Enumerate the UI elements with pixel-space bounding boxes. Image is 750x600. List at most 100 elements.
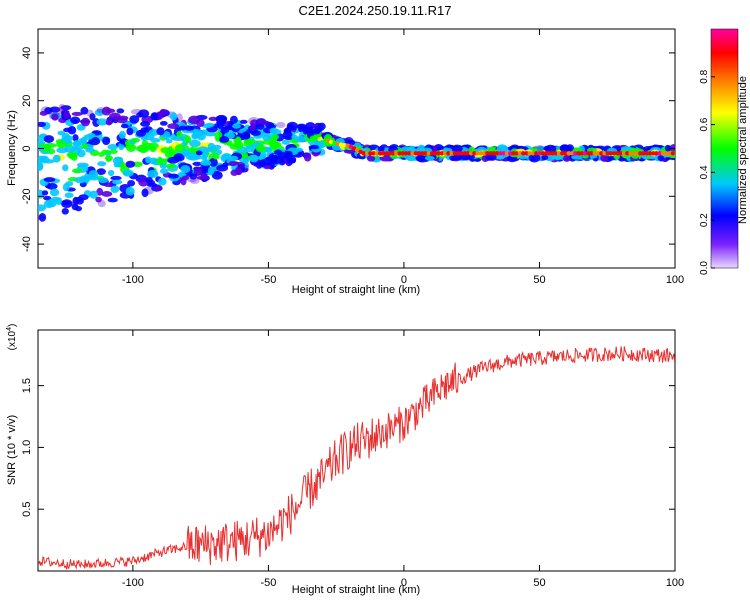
heatmap-cell bbox=[374, 151, 380, 156]
heatmap-cell bbox=[147, 169, 159, 178]
heatmap-cell bbox=[599, 151, 604, 156]
heatmap-cell bbox=[600, 154, 609, 162]
heatmap-cell bbox=[167, 123, 180, 129]
heatmap-cell bbox=[156, 127, 165, 136]
heatmap-cell bbox=[524, 151, 529, 156]
heatmap-cell bbox=[49, 188, 60, 197]
heatmap-cell bbox=[54, 107, 67, 114]
heatmap-x-tick-label: -100 bbox=[122, 274, 144, 286]
heatmap-cell bbox=[657, 155, 665, 161]
snr-x-label: Height of straight line (km) bbox=[292, 584, 420, 596]
heatmap-cell bbox=[449, 151, 454, 156]
heatmap-cell bbox=[303, 153, 312, 162]
heatmap-cell bbox=[371, 151, 376, 156]
colorbar-label: Normalized spectral amplitude bbox=[737, 76, 749, 224]
heatmap-cell bbox=[39, 155, 50, 164]
heatmap-cell bbox=[176, 130, 183, 138]
heatmap-cell bbox=[71, 168, 83, 174]
heatmap-cell bbox=[248, 116, 260, 126]
heatmap-cell bbox=[56, 147, 69, 154]
heatmap-cell bbox=[550, 151, 555, 156]
heatmap-cell bbox=[407, 151, 412, 156]
heatmap-cell bbox=[573, 151, 578, 156]
heatmap-cell bbox=[201, 123, 213, 129]
heatmap-x-tick-label: 0 bbox=[401, 274, 407, 286]
heatmap-cell bbox=[368, 151, 373, 156]
heatmap-cell bbox=[446, 151, 451, 156]
heatmap-cell bbox=[377, 146, 385, 152]
heatmap-cell bbox=[207, 166, 215, 176]
heatmap-cell bbox=[108, 169, 115, 177]
heatmap-cell bbox=[175, 113, 183, 123]
heatmap-cell bbox=[64, 192, 74, 199]
heatmap-x-ticks: -100 -50 0 50 100 bbox=[122, 29, 684, 286]
heatmap-cell bbox=[335, 141, 340, 147]
heatmap-cell bbox=[140, 121, 151, 127]
heatmap-cell bbox=[589, 151, 594, 156]
heatmap-cell bbox=[145, 156, 152, 164]
heatmap-cell bbox=[125, 186, 135, 196]
heatmap-cell bbox=[560, 151, 565, 156]
heatmap-cell bbox=[150, 112, 159, 121]
heatmap-cell bbox=[181, 148, 190, 156]
heatmap-cell bbox=[308, 144, 320, 150]
heatmap-cell bbox=[553, 151, 558, 156]
colorbar-tick-label: 0.8 bbox=[699, 69, 710, 83]
heatmap-cell bbox=[112, 179, 123, 185]
heatmap-y-tick-label: 0 bbox=[21, 145, 33, 151]
heatmap-cell bbox=[274, 149, 283, 155]
heatmap-cell bbox=[39, 110, 48, 116]
heatmap-cell bbox=[453, 153, 464, 161]
heatmap-cell bbox=[413, 151, 419, 156]
heatmap-cell bbox=[60, 200, 71, 205]
heatmap-cell bbox=[270, 135, 278, 143]
heatmap-cell bbox=[67, 126, 77, 135]
heatmap-cell bbox=[528, 153, 541, 163]
heatmap-cell bbox=[439, 151, 445, 156]
heatmap-cell bbox=[249, 123, 257, 132]
snr-scale-exponent: 4 bbox=[6, 327, 13, 331]
heatmap-cell bbox=[569, 151, 575, 156]
heatmap-cell bbox=[72, 196, 80, 206]
heatmap-cell bbox=[191, 133, 199, 140]
heatmap-cell bbox=[631, 151, 636, 156]
heatmap-cell bbox=[397, 151, 402, 156]
heatmap-cell bbox=[52, 154, 61, 163]
heatmap-cell bbox=[167, 173, 179, 179]
heatmap-cell bbox=[664, 144, 672, 152]
heatmap-x-tick-label: 50 bbox=[533, 274, 545, 286]
heatmap-cell bbox=[183, 135, 192, 144]
heatmap-cell bbox=[530, 151, 536, 156]
heatmap-cell bbox=[464, 154, 475, 160]
snr-series-line bbox=[38, 346, 675, 571]
heatmap-x-tick-label: -50 bbox=[260, 274, 276, 286]
heatmap-cell bbox=[110, 185, 120, 193]
heatmap-cell bbox=[582, 151, 588, 156]
heatmap-cell bbox=[566, 151, 571, 156]
snr-y-tick-label: 1.5 bbox=[21, 378, 33, 393]
heatmap-cell bbox=[44, 142, 57, 148]
heatmap-cell bbox=[452, 151, 458, 156]
snr-y-tick-label: 1.0 bbox=[21, 440, 33, 455]
heatmap-cell bbox=[424, 155, 435, 161]
colorbar-gradient bbox=[710, 28, 739, 269]
heatmap-cell bbox=[390, 151, 396, 156]
heatmap-cell bbox=[285, 155, 297, 164]
heatmap-cell bbox=[576, 151, 581, 156]
heatmap-cell bbox=[200, 160, 212, 166]
heatmap-cell bbox=[366, 155, 376, 162]
heatmap-cell bbox=[97, 177, 109, 184]
heatmap-cell bbox=[498, 151, 503, 156]
heatmap-cell bbox=[193, 167, 203, 176]
heatmap-cell bbox=[125, 160, 136, 168]
heatmap-cell bbox=[215, 114, 228, 123]
heatmap-cell bbox=[295, 147, 303, 152]
heatmap-cell bbox=[647, 151, 653, 156]
heatmap-cell bbox=[318, 143, 325, 149]
heatmap-cell bbox=[547, 151, 552, 156]
heatmap-cell bbox=[107, 143, 119, 151]
heatmap-cell bbox=[364, 151, 370, 156]
snr-y-scale: (x104) bbox=[6, 324, 18, 351]
heatmap-cell bbox=[158, 177, 167, 186]
heatmap-cell bbox=[654, 151, 659, 156]
